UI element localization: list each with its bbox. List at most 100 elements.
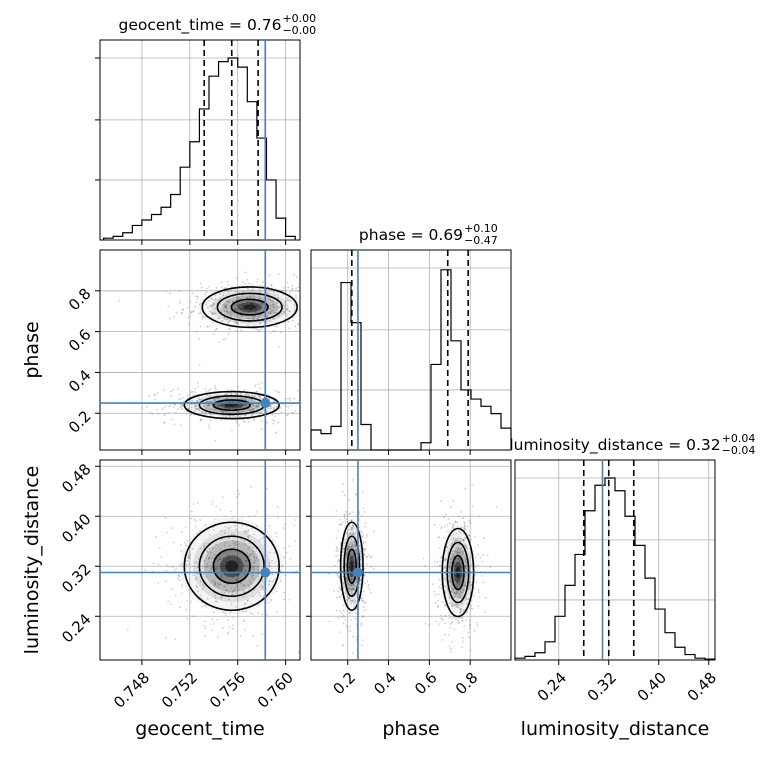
- scatter-point: [477, 588, 480, 591]
- scatter-point: [228, 407, 230, 410]
- scatter-point: [190, 517, 192, 520]
- scatter-point: [141, 406, 144, 409]
- scatter-point: [214, 298, 217, 301]
- scatter-point: [216, 560, 219, 563]
- scatter-point: [237, 407, 240, 410]
- scatter-point: [223, 585, 225, 588]
- scatter-point: [212, 410, 215, 413]
- scatter-point: [195, 561, 197, 564]
- scatter-point: [465, 559, 467, 561]
- scatter-point: [451, 525, 454, 528]
- scatter-point: [265, 487, 268, 490]
- scatter-point: [360, 622, 363, 625]
- scatter-point: [235, 277, 238, 279]
- scatter-point: [464, 580, 466, 583]
- scatter-point: [235, 393, 238, 396]
- scatter-point: [345, 577, 348, 579]
- scatter-point: [172, 541, 175, 544]
- scatter-point: [168, 405, 171, 408]
- scatter-point: [361, 531, 363, 534]
- scatter-point: [438, 586, 440, 589]
- xtick-label-phase: 0.6: [411, 669, 441, 699]
- scatter-point: [364, 609, 367, 612]
- scatter-point: [272, 312, 275, 315]
- scatter-point: [338, 587, 341, 589]
- scatter-point: [241, 315, 243, 318]
- scatter-point: [198, 338, 201, 341]
- scatter-point: [360, 594, 363, 596]
- scatter-point: [436, 561, 439, 563]
- scatter-point: [259, 396, 262, 398]
- scatter-point: [149, 412, 152, 414]
- scatter-point: [215, 287, 218, 289]
- scatter-point: [439, 565, 441, 567]
- scatter-point: [252, 317, 255, 320]
- scatter-point: [335, 537, 338, 540]
- scatter-point: [459, 537, 462, 540]
- scatter-geocent_time-vs-luminosity_distance-marks: [100, 460, 300, 660]
- ytick-label-luminosity_distance: 0.48: [58, 460, 94, 496]
- scatter-point: [194, 407, 197, 410]
- scatter-point: [199, 325, 202, 328]
- scatter-point: [348, 546, 351, 549]
- scatter-point: [179, 406, 182, 409]
- scatter-point: [294, 305, 297, 308]
- scatter-point: [466, 525, 469, 528]
- scatter-point: [467, 598, 470, 601]
- scatter-point: [174, 594, 177, 597]
- scatter-point: [231, 429, 233, 432]
- ytick-label-phase: 0.8: [65, 285, 95, 315]
- scatter-point: [190, 310, 192, 313]
- scatter-point: [247, 310, 249, 313]
- scatter-point: [350, 579, 352, 581]
- scatter-point: [352, 601, 355, 604]
- scatter-point: [209, 419, 212, 422]
- scatter-point: [458, 530, 461, 533]
- scatter-point: [181, 405, 184, 408]
- scatter-point: [235, 579, 238, 581]
- scatter-point: [216, 405, 219, 408]
- scatter-point: [258, 288, 261, 291]
- scatter-point: [225, 307, 228, 310]
- scatter-point: [165, 290, 168, 293]
- scatter-point: [458, 611, 461, 614]
- scatter-point: [192, 574, 195, 577]
- scatter-point: [353, 605, 356, 608]
- contour-2: [346, 548, 357, 585]
- scatter-point: [199, 418, 202, 421]
- scatter-point: [181, 309, 184, 311]
- scatter-point: [354, 548, 357, 551]
- scatter-point: [347, 597, 350, 600]
- scatter-point: [252, 568, 255, 571]
- scatter-point: [285, 300, 287, 302]
- scatter-point: [207, 306, 209, 309]
- scatter-point: [464, 545, 467, 547]
- scatter-point: [277, 306, 280, 309]
- scatter-point: [221, 496, 224, 499]
- scatter-point: [243, 403, 245, 406]
- scatter-point: [354, 617, 357, 620]
- scatter-point: [226, 397, 229, 400]
- scatter-point: [440, 614, 443, 617]
- scatter-point: [157, 581, 160, 584]
- scatter-point: [348, 590, 351, 593]
- scatter-point: [230, 389, 233, 392]
- scatter-point: [273, 420, 276, 423]
- scatter-point: [464, 560, 467, 563]
- scatter-point: [359, 530, 362, 533]
- scatter-point: [451, 542, 454, 545]
- scatter-point: [261, 585, 264, 588]
- scatter-point: [461, 567, 464, 569]
- scatter-point: [190, 414, 192, 416]
- scatter-point: [255, 307, 258, 310]
- scatter-point: [226, 633, 229, 636]
- scatter-point: [207, 408, 210, 411]
- scatter-point: [346, 512, 348, 515]
- scatter-point: [292, 412, 295, 415]
- scatter-point: [190, 406, 193, 409]
- scatter-point: [459, 596, 462, 598]
- scatter-point: [260, 420, 263, 423]
- scatter-point: [235, 528, 237, 531]
- scatter-point: [253, 311, 256, 314]
- scatter-point: [455, 585, 458, 588]
